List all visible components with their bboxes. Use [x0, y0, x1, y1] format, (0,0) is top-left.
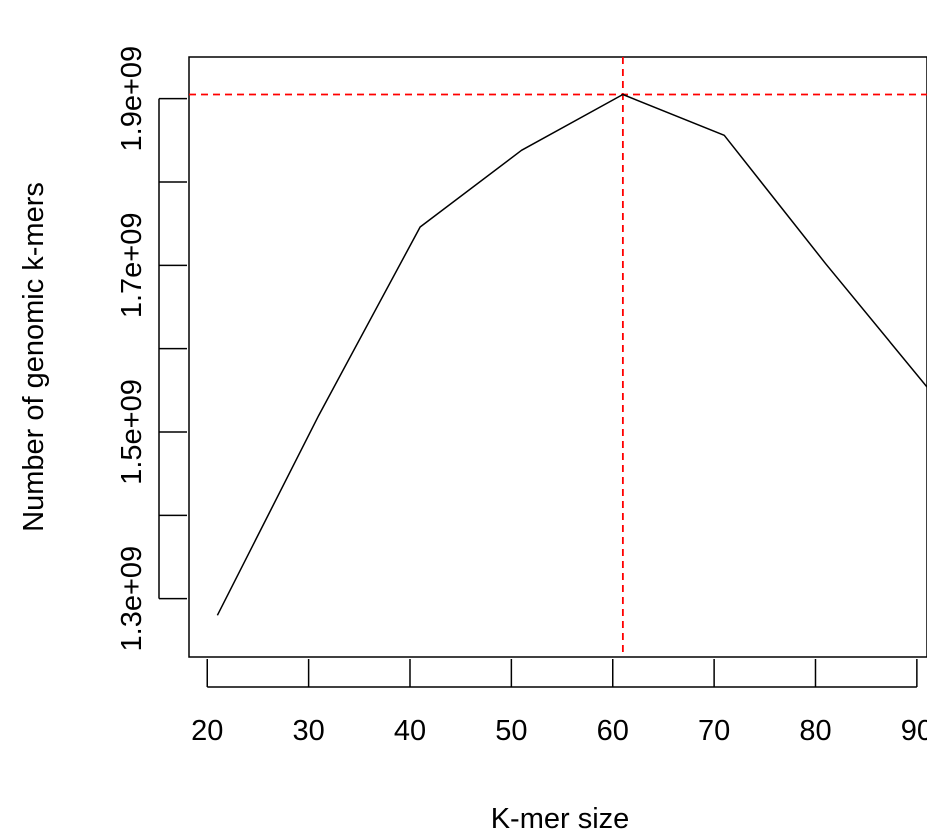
y-axis-title: Number of genomic k-mers [18, 182, 50, 532]
y-tick-label: 1.9e+09 [116, 46, 148, 152]
x-tick-label: 40 [394, 715, 426, 747]
x-tick-label: 90 [901, 715, 927, 747]
x-axis-title: K-mer size [491, 803, 630, 835]
y-axis: 1.3e+09 1.5e+09 1.7e+09 1.9e+09 [116, 46, 187, 652]
y-tick-label: 1.3e+09 [116, 546, 148, 652]
kmer-count-line [216, 93, 927, 616]
x-axis: 20 30 40 50 60 70 80 90 [191, 659, 927, 747]
x-tick-label: 20 [191, 715, 223, 747]
x-tick-label: 50 [495, 715, 527, 747]
x-tick-label: 30 [292, 715, 324, 747]
y-tick-label: 1.5e+09 [116, 379, 148, 485]
x-tick-label: 60 [597, 715, 629, 747]
x-tick-label: 80 [799, 715, 831, 747]
y-tick-label: 1.7e+09 [116, 213, 148, 319]
series-group [216, 93, 927, 616]
plot-frame [188, 56, 927, 658]
x-tick-label: 70 [698, 715, 730, 747]
reference-lines [189, 57, 927, 657]
